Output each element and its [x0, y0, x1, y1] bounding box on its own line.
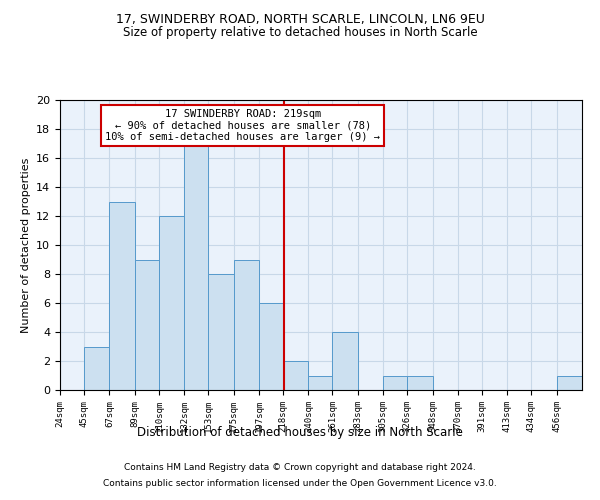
Bar	[383, 376, 407, 390]
Bar	[233, 260, 259, 390]
Bar	[208, 274, 233, 390]
Bar	[407, 376, 433, 390]
Text: 17 SWINDERBY ROAD: 219sqm
← 90% of detached houses are smaller (78)
10% of semi-: 17 SWINDERBY ROAD: 219sqm ← 90% of detac…	[105, 108, 380, 142]
Bar	[135, 260, 159, 390]
Bar	[259, 303, 283, 390]
Bar	[332, 332, 358, 390]
Bar	[557, 376, 582, 390]
Bar	[84, 346, 109, 390]
Text: Distribution of detached houses by size in North Scarle: Distribution of detached houses by size …	[137, 426, 463, 439]
Bar	[184, 144, 208, 390]
Text: Size of property relative to detached houses in North Scarle: Size of property relative to detached ho…	[122, 26, 478, 39]
Bar	[283, 361, 308, 390]
Bar	[109, 202, 135, 390]
Bar	[159, 216, 184, 390]
Bar	[308, 376, 332, 390]
Y-axis label: Number of detached properties: Number of detached properties	[20, 158, 31, 332]
Text: Contains public sector information licensed under the Open Government Licence v3: Contains public sector information licen…	[103, 478, 497, 488]
Text: Contains HM Land Registry data © Crown copyright and database right 2024.: Contains HM Land Registry data © Crown c…	[124, 464, 476, 472]
Text: 17, SWINDERBY ROAD, NORTH SCARLE, LINCOLN, LN6 9EU: 17, SWINDERBY ROAD, NORTH SCARLE, LINCOL…	[116, 12, 484, 26]
